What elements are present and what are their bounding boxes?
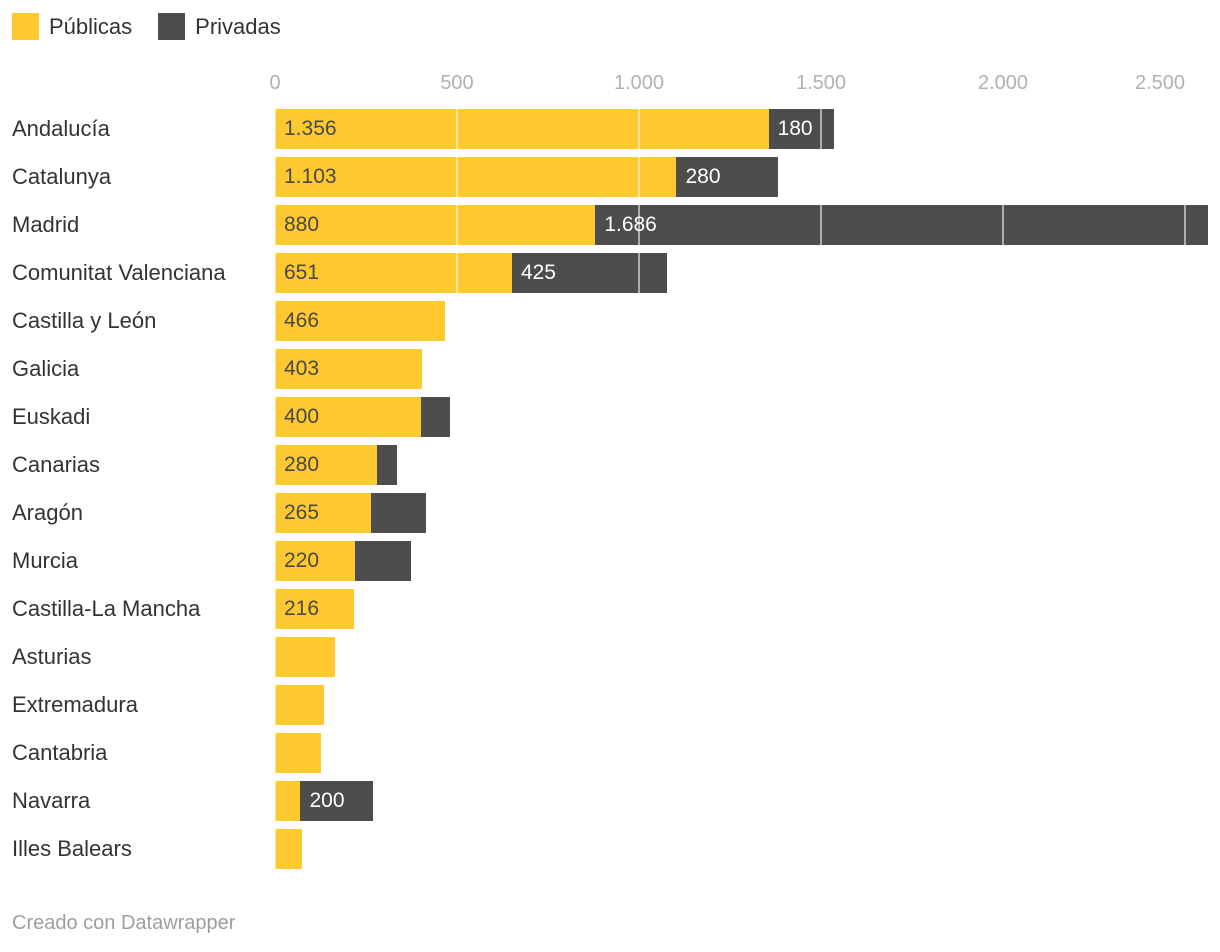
- bar-segment-privadas[interactable]: [371, 493, 427, 533]
- bar-row: [275, 829, 303, 869]
- bar-value-label: 220: [284, 549, 320, 572]
- bar-row: 403: [275, 349, 422, 389]
- category-label: Illes Balears: [12, 836, 132, 861]
- plot-area: 1.356 180 1.103 280 880 1.686 651 425 466 403 400 2…: [275, 109, 1208, 870]
- bar-segment-públicas[interactable]: 1.356: [275, 109, 769, 149]
- category-label: Navarra: [12, 788, 91, 813]
- axis-tick-2.500: 2.500: [1134, 72, 1185, 94]
- bar-value-label: 425: [520, 261, 556, 284]
- bar-value-label: 280: [685, 165, 721, 188]
- bar-segment-privadas[interactable]: 1.686: [595, 205, 1208, 245]
- legend-item-privadas: Privadas: [158, 13, 281, 40]
- bar-value-label: 180: [777, 117, 813, 140]
- axis-tick-1.500: 1.500: [795, 72, 847, 94]
- bar-value-label: 400: [284, 405, 320, 428]
- category-label: Canarias: [12, 452, 101, 477]
- bar-segment-públicas[interactable]: 216: [275, 589, 354, 629]
- category-label: Galicia: [12, 356, 80, 381]
- bar-row: 220: [275, 541, 412, 581]
- legend-label-publicas: Públicas: [49, 14, 133, 39]
- axis-tick-0: 0: [269, 72, 281, 94]
- bar-row: 216: [275, 589, 354, 629]
- bar-row: 400: [275, 397, 450, 437]
- bar-segment-privadas[interactable]: [420, 397, 450, 437]
- bar-row: 200: [275, 781, 374, 821]
- bar-segment-públicas[interactable]: [275, 637, 336, 677]
- bar-value-label: 200: [309, 789, 345, 812]
- datawrapper-credit-link[interactable]: Creado con Datawrapper: [12, 912, 236, 934]
- bar-segment-privadas[interactable]: 425: [511, 253, 667, 293]
- bar-row: 880 1.686: [275, 205, 1208, 245]
- bar-segment-públicas[interactable]: 403: [275, 349, 422, 389]
- publicas-swatch-icon: [12, 13, 39, 40]
- bar-segment-privadas[interactable]: 200: [300, 781, 374, 821]
- bar-row: [275, 685, 325, 725]
- category-label: Castilla y León: [12, 308, 157, 333]
- bar-segment-privadas[interactable]: [376, 445, 397, 485]
- category-label: Euskadi: [12, 404, 91, 429]
- category-label: Andalucía: [12, 116, 110, 141]
- bar-value-label: 466: [284, 309, 320, 332]
- bar-value-label: 880: [284, 213, 320, 236]
- legend: Públicas Privadas: [12, 13, 281, 40]
- category-label: Aragón: [12, 500, 83, 525]
- legend-item-publicas: Públicas: [12, 13, 132, 40]
- bar-segment-públicas[interactable]: 466: [275, 301, 445, 341]
- bar-row: 651 425: [275, 253, 667, 293]
- x-axis: 0 500 1.000 1.500 2.000 2.500: [269, 68, 1185, 98]
- bar-value-label: 1.686: [604, 213, 657, 236]
- category-label: Castilla-La Mancha: [12, 596, 201, 621]
- category-label: Extremadura: [12, 692, 138, 717]
- axis-tick-500: 500: [440, 72, 474, 94]
- category-label: Catalunya: [12, 164, 112, 189]
- category-label: Asturias: [12, 644, 92, 669]
- bar-segment-públicas[interactable]: [275, 829, 303, 869]
- category-label: Comunitat Valenciana: [12, 260, 226, 285]
- bar-row: 1.356 180: [275, 109, 835, 149]
- bar-segment-privadas[interactable]: 180: [768, 109, 835, 149]
- bar-segment-públicas[interactable]: 220: [275, 541, 356, 581]
- bar-segment-privadas[interactable]: 280: [676, 157, 779, 197]
- bar-segment-públicas[interactable]: [275, 685, 325, 725]
- category-label: Madrid: [12, 212, 80, 237]
- bar-segment-públicas[interactable]: 280: [275, 445, 377, 485]
- bar-segment-públicas[interactable]: 265: [275, 493, 372, 533]
- bar-value-label: 1.103: [284, 165, 337, 188]
- bar-value-label: 1.356: [284, 117, 337, 140]
- bar-row: 280: [275, 445, 397, 485]
- bar-row: [275, 733, 321, 773]
- bar-value-label: 265: [284, 501, 320, 524]
- bar-segment-públicas[interactable]: 400: [275, 397, 421, 437]
- privadas-swatch-icon: [158, 13, 186, 40]
- bar-row: 466: [275, 301, 445, 341]
- category-label: Cantabria: [12, 740, 108, 765]
- bar-segment-públicas[interactable]: 880: [275, 205, 596, 245]
- bar-value-label: 403: [284, 357, 320, 380]
- axis-tick-2.000: 2.000: [977, 72, 1029, 94]
- bar-value-label: 651: [284, 261, 320, 284]
- bar-segment-privadas[interactable]: [355, 541, 412, 581]
- legend-label-privadas: Privadas: [195, 14, 281, 39]
- bar-segment-públicas[interactable]: 651: [275, 253, 512, 293]
- category-label: Murcia: [12, 548, 79, 573]
- bar-segment-públicas[interactable]: [275, 781, 301, 821]
- axis-tick-1.000: 1.000: [613, 72, 665, 94]
- bar-row: [275, 637, 336, 677]
- bar-value-label: 280: [284, 453, 320, 476]
- bar-row: 265: [275, 493, 427, 533]
- bar-row: 1.103 280: [275, 157, 779, 197]
- bar-segment-públicas[interactable]: [275, 733, 321, 773]
- bar-value-label: 216: [284, 597, 320, 620]
- bar-segment-públicas[interactable]: 1.103: [275, 157, 677, 197]
